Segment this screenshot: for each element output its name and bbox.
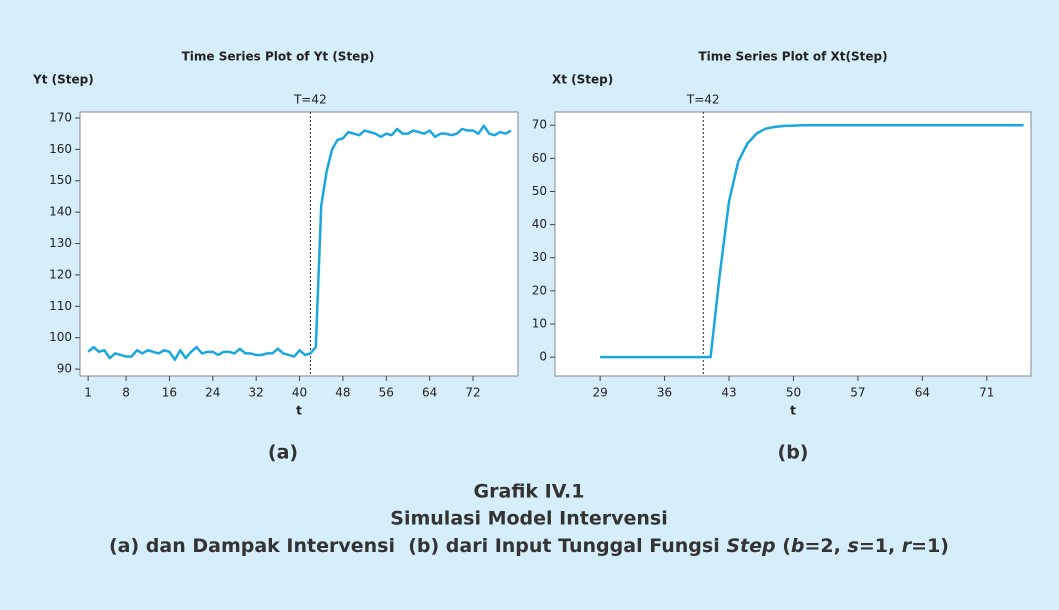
x-tick-label: 48 [335, 386, 350, 400]
x-tick-label: 24 [205, 386, 220, 400]
y-tick-label: 60 [532, 151, 547, 165]
y-axis-label: Yt (Step) [32, 73, 94, 87]
panel-label: (a) [268, 442, 298, 464]
description-part: (a) dan Dampak Intervensi (b) dari Input… [109, 535, 726, 557]
figure-description: (a) dan Dampak Intervensi (b) dari Input… [109, 535, 949, 557]
x-tick-label: 56 [379, 386, 394, 400]
x-tick-label: 43 [721, 386, 736, 400]
y-tick-label: 20 [532, 283, 547, 297]
description-part: s [848, 535, 859, 557]
x-tick-label: 64 [422, 386, 437, 400]
y-tick-label: 170 [49, 110, 72, 124]
annotation: T=42 [686, 93, 720, 107]
x-tick-label: 32 [249, 386, 264, 400]
x-tick-label: 64 [915, 386, 930, 400]
x-tick-label: 1 [84, 386, 92, 400]
figure-title: Simulasi Model Intervensi [390, 508, 667, 530]
y-tick-label: 10 [532, 316, 547, 330]
plot-area [554, 111, 1032, 377]
chart-title: Time Series Plot of Xt(Step) [698, 50, 887, 64]
description-part: ( [776, 535, 791, 557]
y-axis-label: Xt (Step) [552, 73, 613, 87]
description-part: r [902, 535, 913, 557]
x-tick-label: 50 [786, 386, 801, 400]
description-part: =2, [805, 535, 848, 557]
chart-title: Time Series Plot of Yt (Step) [182, 50, 375, 64]
x-tick-label: 8 [122, 386, 130, 400]
y-tick-label: 50 [532, 184, 547, 198]
y-tick-label: 110 [49, 299, 72, 313]
panel-label: (b) [778, 442, 809, 464]
figure-number: Grafik IV.1 [474, 481, 585, 503]
description-part: =1, [859, 535, 902, 557]
y-tick-label: 150 [49, 173, 72, 187]
x-tick-label: 57 [850, 386, 865, 400]
y-tick-label: 70 [532, 118, 547, 132]
y-tick-label: 120 [49, 267, 72, 281]
x-tick-label: 29 [592, 386, 607, 400]
description-part: Step [726, 535, 775, 557]
y-tick-label: 100 [49, 330, 72, 344]
y-tick-label: 0 [539, 350, 547, 364]
y-tick-label: 30 [532, 250, 547, 264]
x-tick-label: 36 [657, 386, 672, 400]
x-tick-label: 40 [292, 386, 307, 400]
x-axis-label: t [296, 404, 302, 418]
description-part: =1) [911, 535, 949, 557]
y-tick-label: 90 [57, 362, 72, 376]
plot-area [79, 111, 519, 377]
x-axis-label: t [790, 404, 796, 418]
x-tick-label: 72 [465, 386, 480, 400]
description-part: b [791, 535, 805, 557]
data-line [600, 124, 1024, 359]
annotation: T=42 [293, 93, 327, 107]
x-tick-label: 16 [162, 386, 177, 400]
y-tick-label: 140 [49, 205, 72, 219]
y-tick-label: 130 [49, 236, 72, 250]
x-tick-label: 71 [979, 386, 994, 400]
y-tick-label: 160 [49, 142, 72, 156]
y-tick-label: 40 [532, 217, 547, 231]
data-line [87, 124, 512, 361]
